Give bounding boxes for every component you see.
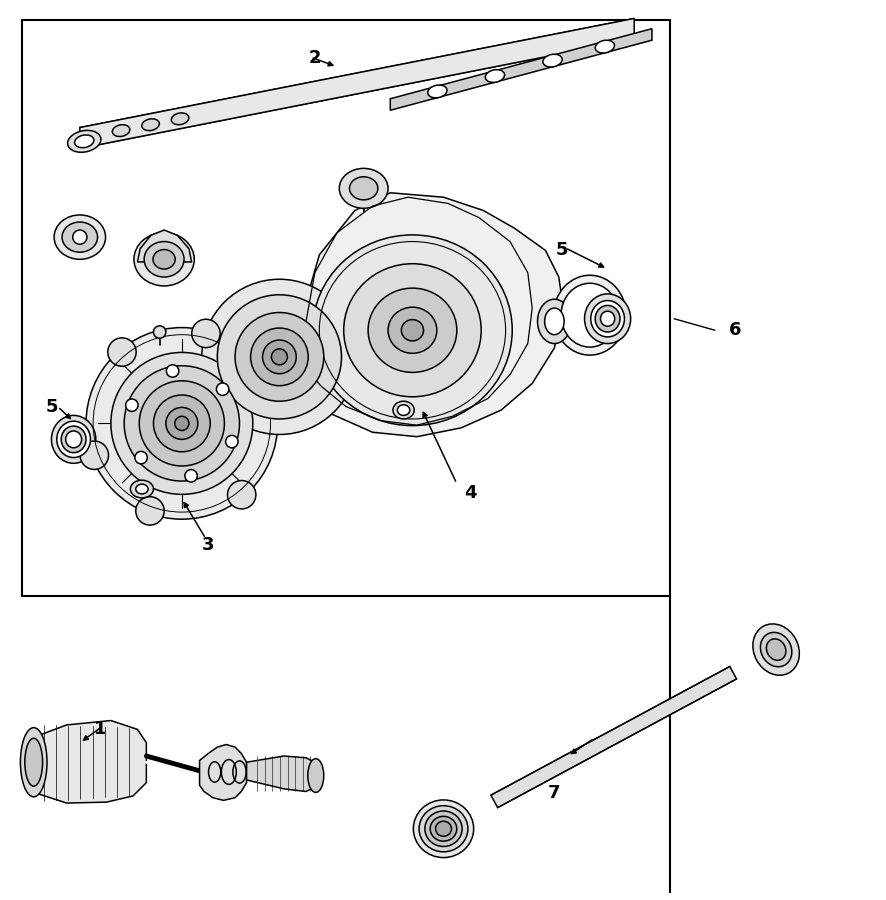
Circle shape [252,370,280,398]
Ellipse shape [595,305,619,332]
Ellipse shape [74,135,94,148]
Circle shape [166,408,198,439]
Ellipse shape [584,294,630,344]
Ellipse shape [537,299,571,344]
Ellipse shape [595,40,614,53]
Ellipse shape [397,405,409,416]
Polygon shape [199,744,246,800]
Circle shape [139,381,224,466]
Ellipse shape [388,307,436,354]
Ellipse shape [51,416,96,464]
Bar [22,20,669,597]
Ellipse shape [134,233,194,286]
Ellipse shape [142,119,159,130]
Ellipse shape [542,54,562,67]
Ellipse shape [136,484,148,494]
Ellipse shape [424,811,462,847]
Ellipse shape [144,241,183,277]
Ellipse shape [430,816,456,842]
Polygon shape [292,193,563,436]
Ellipse shape [400,320,424,341]
Ellipse shape [113,125,129,137]
Ellipse shape [313,235,512,426]
Ellipse shape [600,311,614,327]
Circle shape [175,417,189,430]
Ellipse shape [544,308,563,335]
Ellipse shape [201,279,356,435]
Text: 1: 1 [94,720,106,738]
Circle shape [136,497,164,525]
Ellipse shape [25,738,43,787]
Circle shape [225,436,237,448]
Text: 3: 3 [202,536,214,554]
Circle shape [135,452,147,464]
Circle shape [124,365,239,481]
Text: 2: 2 [308,49,321,67]
Text: 4: 4 [463,483,476,501]
Ellipse shape [368,288,456,373]
Ellipse shape [435,821,451,836]
Ellipse shape [766,639,785,661]
Polygon shape [137,230,191,262]
Ellipse shape [20,727,47,796]
Text: 7: 7 [548,784,560,802]
Ellipse shape [344,264,480,397]
Ellipse shape [66,431,82,448]
Circle shape [86,328,277,519]
Circle shape [153,395,210,452]
Ellipse shape [759,633,791,667]
Ellipse shape [217,295,341,419]
Ellipse shape [171,112,189,125]
Circle shape [167,364,179,377]
Ellipse shape [338,168,388,208]
Polygon shape [246,756,315,791]
Ellipse shape [485,69,504,83]
Ellipse shape [130,481,153,498]
Ellipse shape [235,312,323,401]
Ellipse shape [590,301,624,337]
Text: 5: 5 [556,240,568,258]
Polygon shape [390,29,651,111]
Polygon shape [31,721,146,803]
Ellipse shape [752,624,798,675]
Circle shape [80,441,108,470]
Circle shape [111,353,253,494]
Circle shape [153,326,166,338]
Ellipse shape [262,340,296,374]
Ellipse shape [553,275,626,356]
Ellipse shape [67,130,101,152]
Ellipse shape [271,349,287,364]
Ellipse shape [61,426,86,453]
Ellipse shape [152,249,175,269]
Ellipse shape [392,401,414,419]
Ellipse shape [62,222,97,252]
Ellipse shape [349,176,377,200]
Text: 6: 6 [728,321,741,339]
Ellipse shape [54,215,105,259]
Circle shape [73,230,87,244]
Ellipse shape [307,759,323,792]
Circle shape [216,383,229,395]
Ellipse shape [57,421,90,457]
Ellipse shape [413,800,473,858]
Ellipse shape [418,806,468,851]
Circle shape [184,470,197,482]
Text: 5: 5 [45,399,58,417]
Ellipse shape [560,284,618,347]
Circle shape [108,338,136,366]
Polygon shape [490,667,735,807]
Circle shape [126,399,138,411]
Ellipse shape [250,328,307,386]
Circle shape [227,481,255,508]
Ellipse shape [427,86,447,98]
Polygon shape [80,18,633,149]
Circle shape [191,320,220,347]
